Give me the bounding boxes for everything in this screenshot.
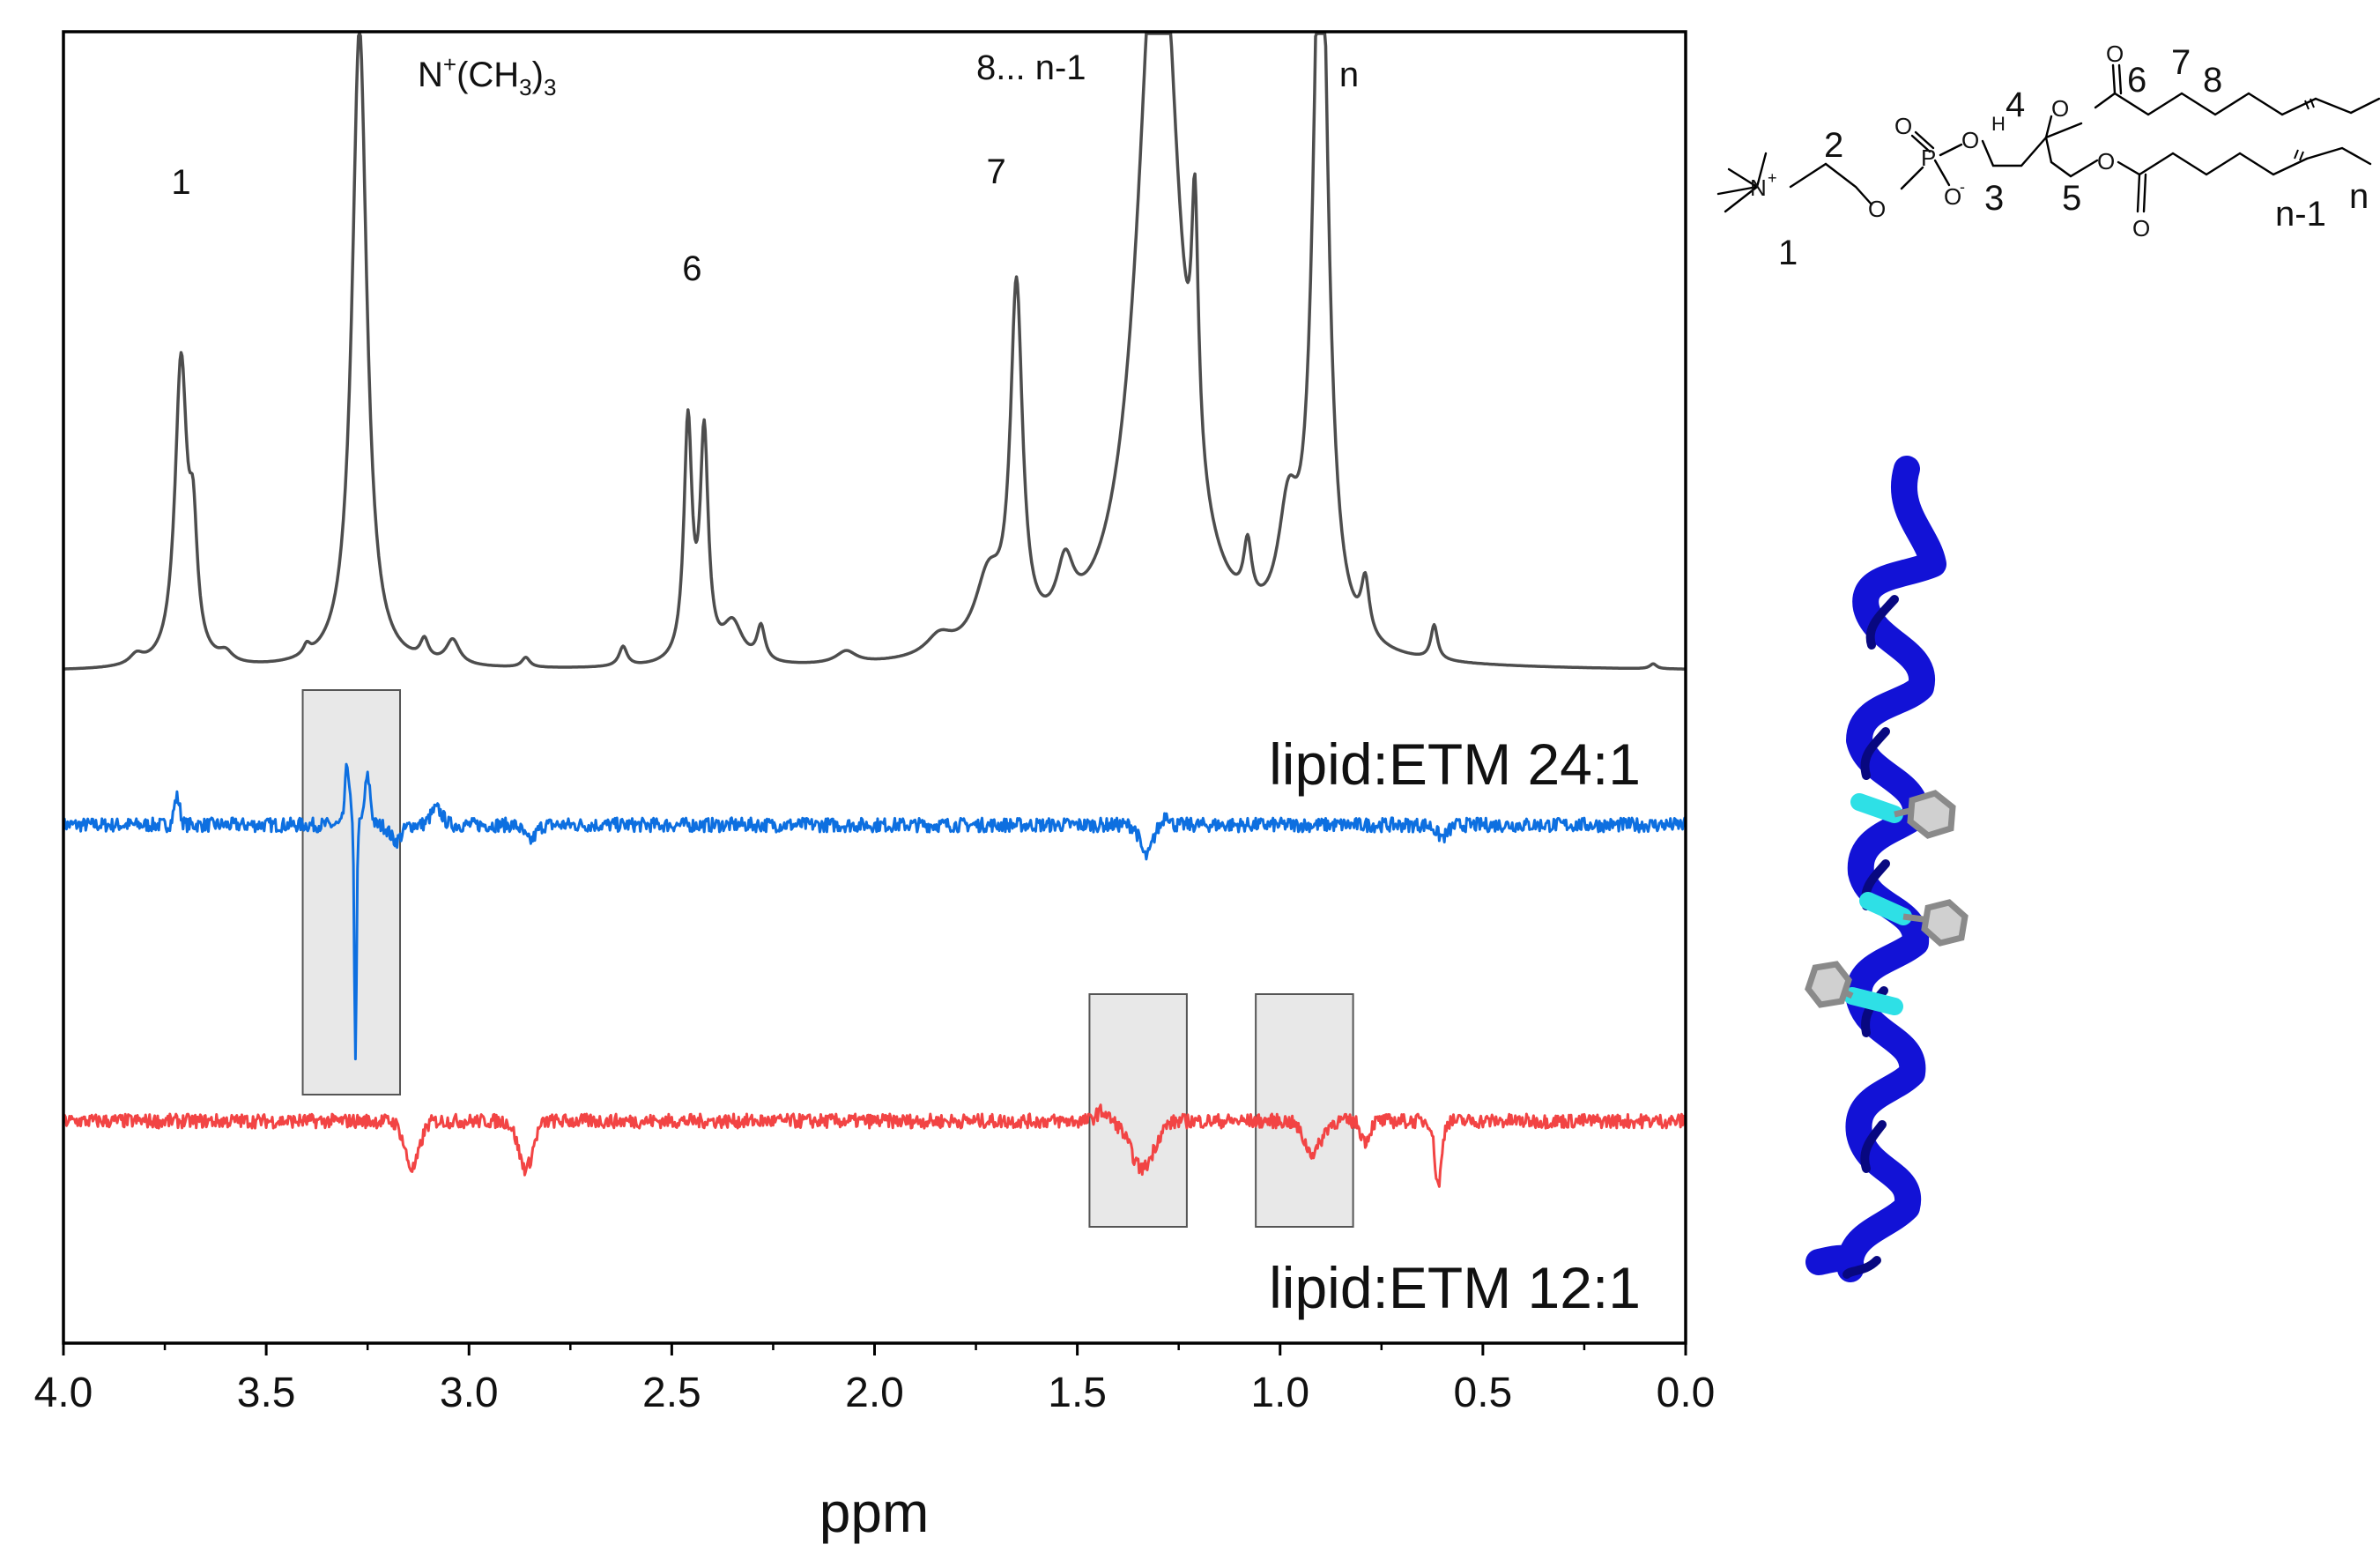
x-tick-label: 2.0 <box>845 1370 904 1416</box>
position-7: 7 <box>2171 43 2191 82</box>
x-tick-label: 2.5 <box>642 1370 701 1416</box>
x-tick-label: 0.0 <box>1657 1370 1716 1416</box>
position-8: 8 <box>2203 61 2222 100</box>
peak-label: 1 <box>171 163 190 202</box>
helix-shadow <box>1842 595 1899 1279</box>
x-tick-label: 0.5 <box>1454 1370 1513 1416</box>
trace-label-12-1: lipid:ETM 12:1 <box>1269 1255 1641 1320</box>
atom-o-4: O <box>2097 148 2115 175</box>
peak-label-n-ch3: N+(CH3)3 <box>418 51 556 100</box>
structure-position-labels: 1 2 3 4 5 6 7 8 n-1 n <box>1778 43 2369 272</box>
trace-etm-24-1 <box>62 762 1687 1061</box>
x-tick-label: 1.5 <box>1048 1370 1107 1416</box>
structure-atom-labels: N + O P O O - O H O O O O <box>1750 41 2150 241</box>
peak-labels: 1 6 7 n <box>171 56 1359 288</box>
atom-o-carbonyl-2: O <box>2132 215 2150 241</box>
atom-o-2: O <box>1961 127 1979 153</box>
x-axis-title: ppm <box>819 1481 930 1544</box>
highlight-regions <box>301 689 1354 1228</box>
position-3: 3 <box>1984 179 2004 218</box>
x-tick-label: 3.0 <box>440 1370 499 1416</box>
trace-etm-12-1 <box>62 1103 1687 1188</box>
position-6: 6 <box>2127 61 2146 100</box>
x-tick-label: 4.0 <box>34 1370 93 1416</box>
atom-o-charge: - <box>1960 178 1965 196</box>
position-2: 2 <box>1824 126 1843 165</box>
position-5: 5 <box>2062 179 2081 218</box>
position-1: 1 <box>1778 234 1798 272</box>
atom-o-1: O <box>1868 196 1886 222</box>
atom-o-3: O <box>2051 95 2069 122</box>
atom-n-charge: + <box>1768 169 1777 187</box>
atom-n: N <box>1750 175 1767 201</box>
structure-dashes <box>2294 98 2315 161</box>
x-tick-label: 1.0 <box>1250 1370 1309 1416</box>
atom-o-minus: O <box>1944 183 1961 210</box>
x-tick-label: 3.5 <box>237 1370 296 1416</box>
atom-h: H <box>1991 113 2006 135</box>
x-axis-ticks: 4.0 3.5 3.0 2.5 2.0 1.5 1.0 0.5 0.0 <box>34 1343 1716 1416</box>
highlight-box <box>1088 993 1188 1228</box>
trace-label-24-1: lipid:ETM 24:1 <box>1269 732 1641 797</box>
position-n-1: n-1 <box>2275 195 2326 234</box>
phenyl-ring-1 <box>1894 790 1956 839</box>
position-n: n <box>2349 177 2369 216</box>
peak-label: 7 <box>986 152 1005 191</box>
peak-label-8-n-1: 8... n-1 <box>976 48 1086 87</box>
phenyl-ring-2 <box>1902 899 1969 947</box>
helix-residue-cyan <box>1843 793 1912 1015</box>
atom-p: P <box>1921 145 1936 171</box>
helix-structure <box>1805 456 1969 1282</box>
peak-label: 6 <box>682 249 701 288</box>
highlight-box <box>301 689 402 1095</box>
atom-o-double: O <box>1894 113 1912 139</box>
position-4: 4 <box>2006 85 2025 124</box>
peak-label: n <box>1339 56 1359 94</box>
phenyl-ring-3 <box>1805 961 1854 1008</box>
atom-o-carbonyl-1: O <box>2106 41 2124 67</box>
lipid-structure-diagram <box>1716 63 2380 213</box>
highlight-box <box>1255 993 1354 1228</box>
trace-lipid-spectrum <box>63 32 1687 671</box>
